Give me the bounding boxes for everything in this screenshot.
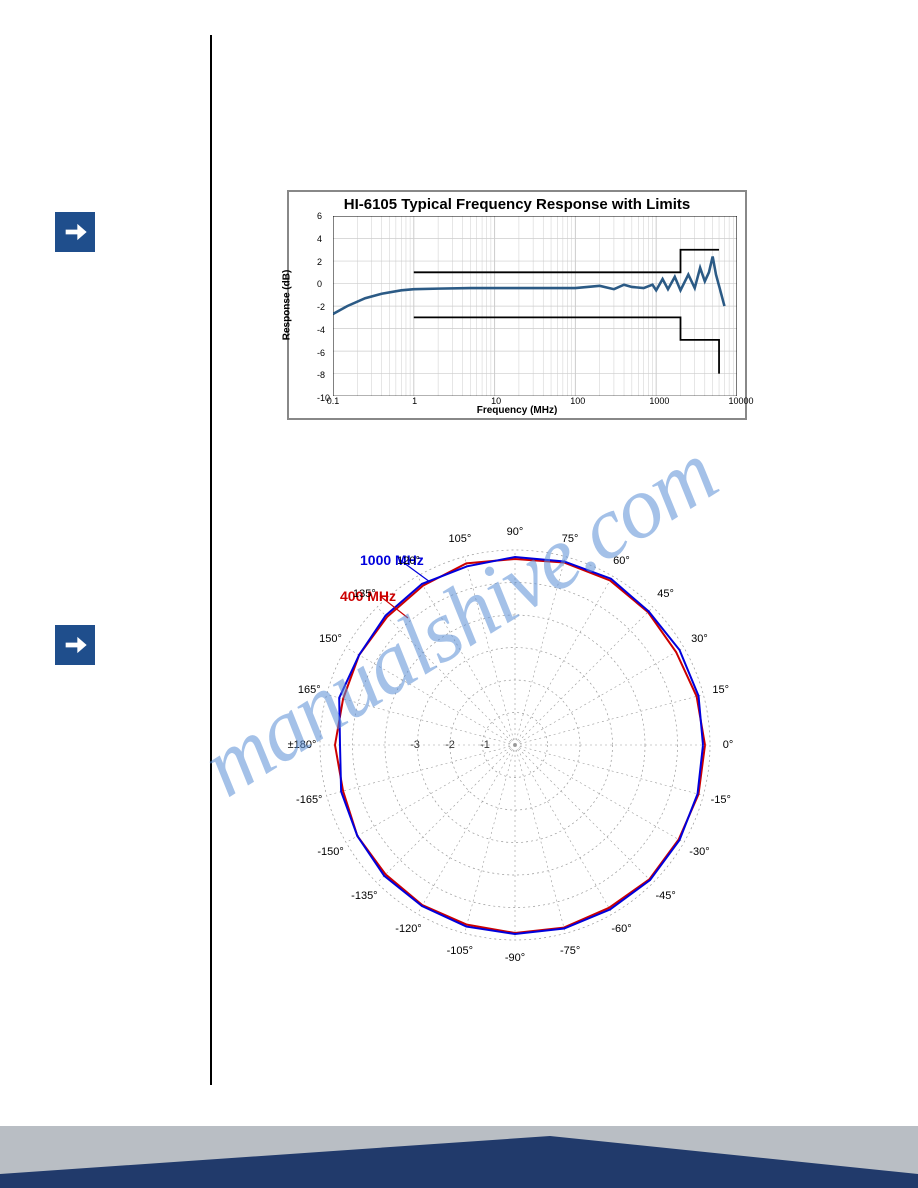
angle-label: -15° <box>711 794 731 806</box>
angle-label: 165° <box>298 684 321 696</box>
x-tick: 0.1 <box>327 396 340 406</box>
frequency-response-chart: HI-6105 Typical Frequency Response with … <box>287 190 747 420</box>
angle-label: -90° <box>505 952 525 964</box>
arrow-marker-1 <box>55 212 95 252</box>
x-tick: 10000 <box>728 396 753 406</box>
angle-label: 105° <box>448 533 471 545</box>
y-tick: -4 <box>317 325 325 335</box>
angle-label: 45° <box>657 588 674 600</box>
chart-title: HI-6105 Typical Frequency Response with … <box>289 196 745 213</box>
angle-label: 75° <box>562 533 579 545</box>
angle-label: 0° <box>723 739 734 751</box>
angle-label: -165° <box>296 794 322 806</box>
angle-label: ±180° <box>288 739 317 751</box>
arrow-right-icon <box>61 631 89 659</box>
y-tick: -2 <box>317 302 325 312</box>
y-tick: 0 <box>317 279 322 289</box>
x-tick: 1 <box>412 396 417 406</box>
y-tick: 4 <box>317 234 322 244</box>
x-tick: 10 <box>491 396 501 406</box>
angle-label: -150° <box>317 846 343 858</box>
angle-label: -45° <box>655 890 675 902</box>
radial-tick: -2 <box>445 739 455 751</box>
arrow-marker-2 <box>55 625 95 665</box>
angle-label: -135° <box>351 890 377 902</box>
angle-label: 15° <box>712 684 729 696</box>
y-tick: 2 <box>317 257 322 267</box>
angle-label: 60° <box>613 555 630 567</box>
chart-plot-area <box>333 216 737 396</box>
angle-label: 150° <box>319 633 342 645</box>
angle-label: -75° <box>560 945 580 957</box>
angle-label: -105° <box>447 945 473 957</box>
radial-tick: -1 <box>480 739 490 751</box>
angle-label: 90° <box>507 526 524 538</box>
angle-label: 120° <box>397 555 420 567</box>
angle-label: 135° <box>353 588 376 600</box>
angle-label: -60° <box>611 923 631 935</box>
x-axis-label: Frequency (MHz) <box>289 405 745 416</box>
vertical-divider <box>210 35 212 1085</box>
y-tick: -8 <box>317 370 325 380</box>
arrow-right-icon <box>61 218 89 246</box>
x-tick: 1000 <box>649 396 669 406</box>
footer-stripe <box>0 1106 918 1188</box>
y-axis-label: Response (dB) <box>282 270 293 341</box>
polar-chart: 1000 MHz 400 MHz 0°15°30°45°60°75°90°105… <box>280 510 750 970</box>
radial-tick: -3 <box>410 739 420 751</box>
y-tick: 6 <box>317 211 322 221</box>
angle-label: 30° <box>691 633 708 645</box>
y-tick: -6 <box>317 348 325 358</box>
x-tick: 100 <box>570 396 585 406</box>
footer-graphic <box>0 1106 918 1188</box>
angle-label: -120° <box>395 923 421 935</box>
angle-label: -30° <box>689 846 709 858</box>
